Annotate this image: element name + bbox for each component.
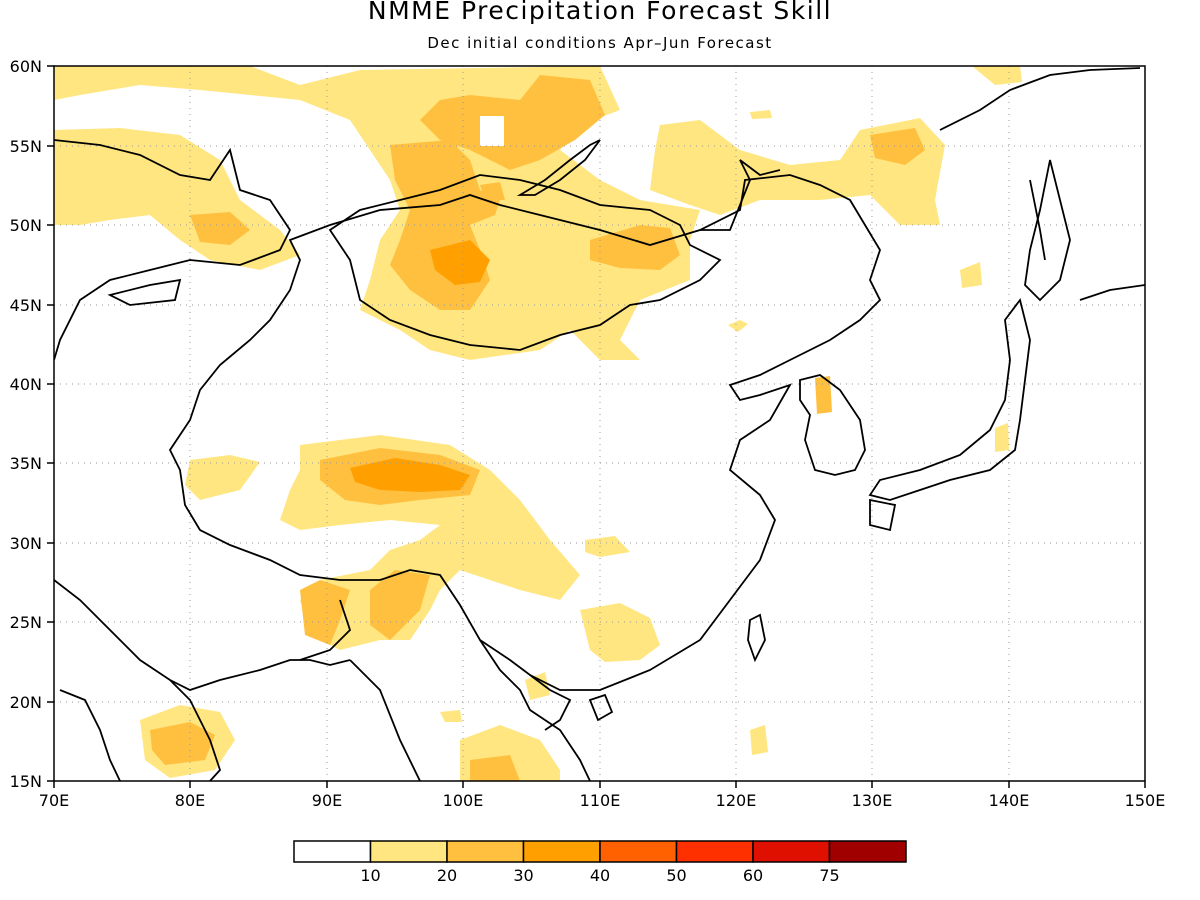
skill-level-10-20 [54, 66, 1022, 781]
skill-level-30-40 [350, 240, 490, 492]
lat-label: 40N [10, 375, 42, 394]
colorbar-swatch [675, 840, 754, 863]
lat-label: 15N [10, 772, 42, 791]
lon-label: 110E [580, 791, 621, 810]
lon-label: 90E [312, 791, 342, 810]
colorbar-swatch [369, 840, 448, 863]
lon-label: 70E [39, 791, 69, 810]
lat-label: 30N [10, 534, 42, 553]
map-subtitle: Dec initial conditions Apr–Jun Forecast [427, 34, 773, 52]
colorbar-swatch [828, 840, 907, 863]
lon-label: 100E [443, 791, 484, 810]
lat-label: 20N [10, 693, 42, 712]
colorbar-label: 50 [666, 866, 686, 885]
lat-label: 25N [10, 613, 42, 632]
lat-label: 45N [10, 296, 42, 315]
colorbar-label: 30 [513, 866, 533, 885]
colorbar-label: 20 [437, 866, 457, 885]
colorbar-swatch [752, 840, 831, 863]
colorbar-swatch [293, 840, 372, 863]
colorbar-swatch [446, 840, 525, 863]
lat-label: 50N [10, 216, 42, 235]
lon-label: 80E [175, 791, 205, 810]
colorbar-swatch [522, 840, 601, 863]
lat-labels: 15N 20N 25N 30N 35N 40N 45N 50N 55N 60N [10, 57, 42, 791]
lon-label: 130E [852, 791, 893, 810]
colorbar-label: 40 [590, 866, 610, 885]
lon-label: 140E [989, 791, 1030, 810]
colorbar-label: 75 [819, 866, 839, 885]
lat-label: 60N [10, 57, 42, 76]
colorbar: 10 20 30 40 50 60 75 [293, 840, 907, 885]
map-title: NMME Precipitation Forecast Skill [367, 0, 833, 25]
lat-label: 35N [10, 454, 42, 473]
colorbar-label: 60 [743, 866, 763, 885]
lon-label: 150E [1125, 791, 1166, 810]
colorbar-label: 10 [360, 866, 380, 885]
coastlines-and-borders [54, 67, 1145, 781]
lon-labels: 70E 80E 90E 100E 110E 120E 130E 140E 150… [39, 791, 1166, 810]
skill-shading [54, 66, 1022, 781]
colorbar-swatch [599, 840, 678, 863]
lon-label: 120E [716, 791, 757, 810]
lat-label: 55N [10, 137, 42, 156]
axis-ticks [47, 65, 1146, 788]
